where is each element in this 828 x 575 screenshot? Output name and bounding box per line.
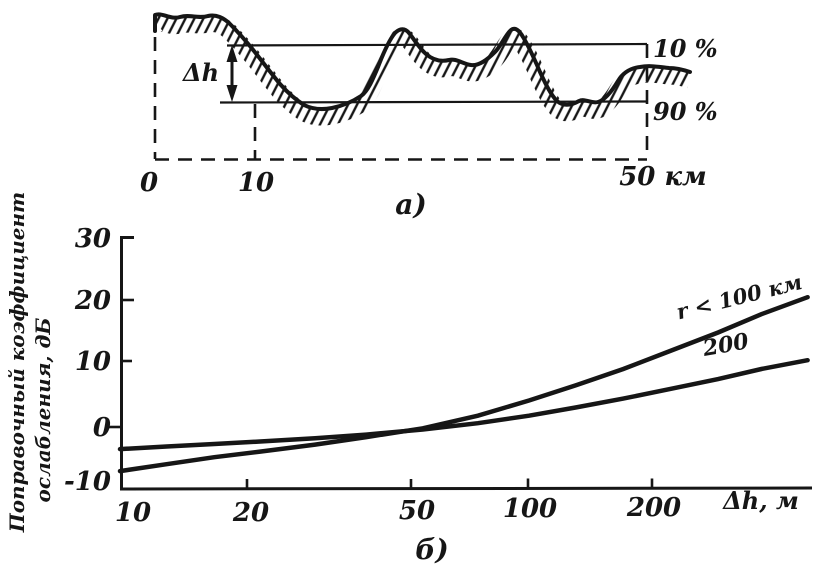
y-ticklabel-10: 10 (75, 347, 111, 377)
x-ticklabel-20: 20 (232, 498, 269, 528)
y-axis-label-line1: Поправочный коэффициент (5, 192, 29, 533)
x-axis-label: Δh, м (722, 486, 799, 515)
y-axis-label-line2: ослабления, дБ (31, 318, 55, 503)
panel-b: r < 100 км 200 30 20 10 0 -10 10 20 50 1… (5, 192, 813, 566)
level-label-90pct: 90 % (653, 97, 718, 126)
x-ticklabel-100: 100 (503, 494, 557, 524)
curve-label-r-less-100km: r < 100 км (674, 269, 805, 324)
terrain-outline (153, 12, 692, 111)
delta-h-arrow (226, 45, 238, 102)
a-xtick-10: 10 (238, 168, 274, 198)
panel-a: Δh 10 % 90 % 0 10 50 км а) (140, 12, 718, 221)
y-ticklabel-30: 30 (75, 224, 111, 254)
a-xtick-0: 0 (140, 168, 158, 198)
arrowhead-down-icon (226, 85, 238, 102)
y-ticklabel-0: 0 (93, 413, 111, 443)
y-ticklabel-minus10: -10 (64, 467, 111, 497)
x-axis (119, 486, 813, 491)
delta-h-label: Δh (182, 58, 219, 87)
level-label-10pct: 10 % (653, 34, 718, 63)
level-line-10pct (226, 42, 648, 47)
arrowhead-up-icon (226, 45, 238, 62)
panel-a-caption: а) (395, 188, 426, 221)
panel-b-caption: б) (415, 533, 448, 566)
curve-label-200: 200 (700, 328, 751, 362)
y-ticklabel-20: 20 (74, 286, 111, 316)
x-ticklabel-50: 50 (399, 496, 435, 526)
x-ticklabel-10: 10 (115, 498, 151, 528)
a-xtick-50km: 50 км (619, 162, 707, 192)
terrain-hatch-band (151, 14, 693, 126)
curve-r-less-100km (117, 294, 810, 474)
x-ticklabel-200: 200 (626, 493, 681, 523)
curve-r-200km (117, 357, 810, 452)
y-axis (120, 236, 134, 489)
